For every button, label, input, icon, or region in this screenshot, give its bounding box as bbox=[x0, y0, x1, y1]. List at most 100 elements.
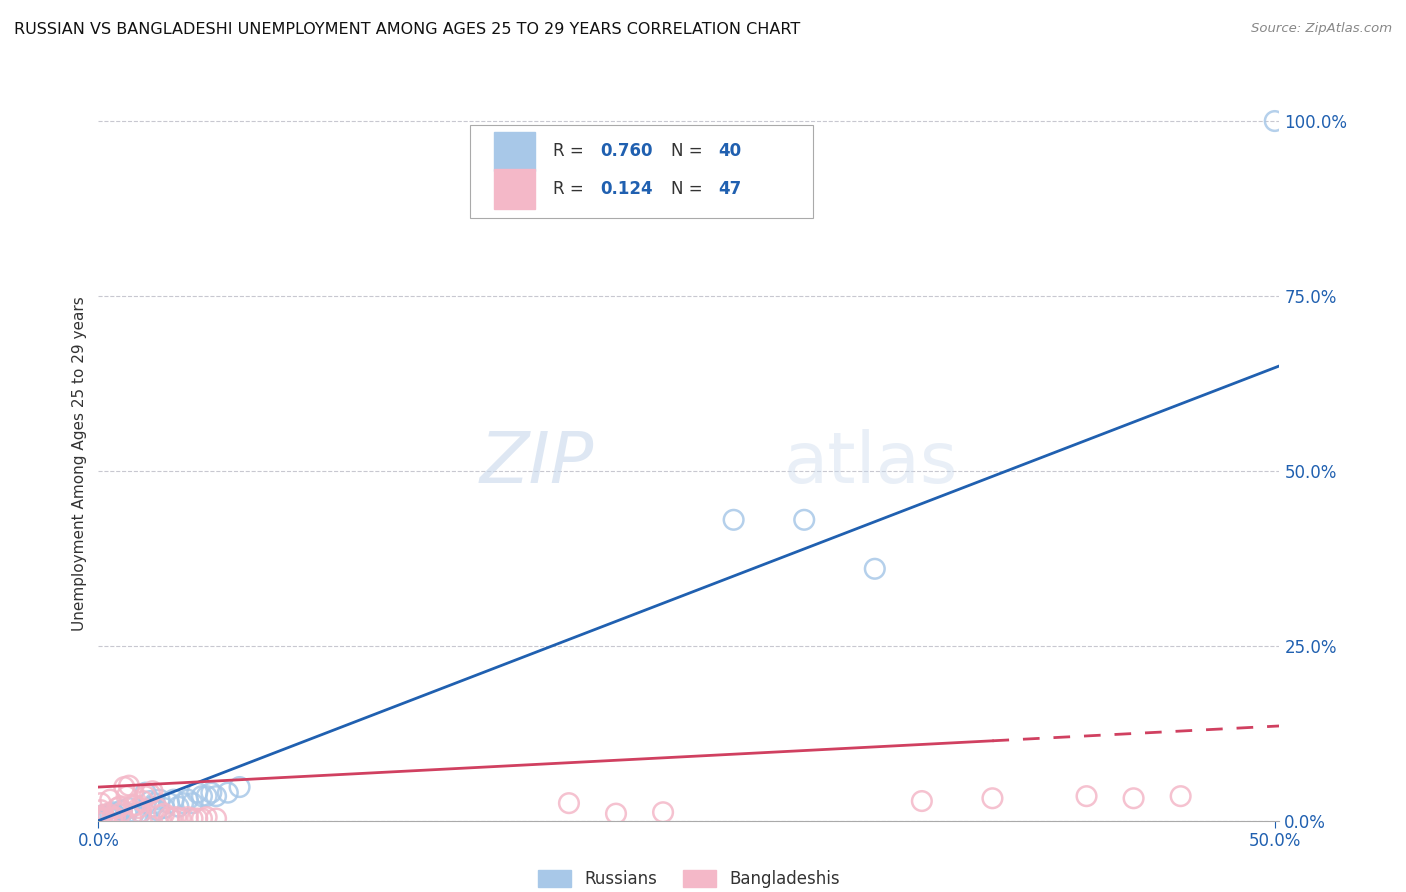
Point bbox=[97, 806, 120, 821]
Point bbox=[118, 779, 141, 793]
Point bbox=[122, 806, 145, 821]
Point bbox=[122, 798, 145, 813]
Point bbox=[195, 789, 218, 804]
Point bbox=[981, 791, 1004, 805]
Point bbox=[101, 805, 124, 820]
Point bbox=[191, 812, 214, 826]
Point bbox=[200, 786, 222, 800]
Point bbox=[104, 810, 127, 824]
Point bbox=[108, 799, 131, 814]
Point bbox=[146, 803, 169, 817]
Point bbox=[186, 786, 208, 800]
Point bbox=[134, 789, 156, 804]
Point bbox=[94, 812, 117, 826]
Point bbox=[146, 801, 169, 815]
Point bbox=[125, 798, 148, 813]
Point bbox=[111, 805, 134, 820]
Text: Source: ZipAtlas.com: Source: ZipAtlas.com bbox=[1251, 22, 1392, 36]
Point bbox=[157, 810, 180, 824]
Point bbox=[1170, 789, 1192, 804]
Point bbox=[104, 808, 127, 822]
Point bbox=[863, 562, 886, 576]
Point bbox=[141, 799, 163, 814]
Point bbox=[1122, 791, 1144, 805]
Point bbox=[111, 803, 134, 817]
Point bbox=[98, 792, 121, 806]
Point bbox=[177, 810, 200, 824]
Text: ZIP: ZIP bbox=[479, 429, 595, 499]
FancyBboxPatch shape bbox=[471, 125, 813, 218]
Point bbox=[217, 786, 239, 800]
Legend: Russians, Bangladeshis: Russians, Bangladeshis bbox=[531, 863, 846, 892]
Point bbox=[205, 812, 228, 826]
Point bbox=[191, 789, 214, 804]
Point bbox=[127, 801, 149, 815]
Point bbox=[90, 796, 112, 810]
Text: N =: N = bbox=[671, 180, 709, 198]
Text: 47: 47 bbox=[718, 180, 742, 198]
Point bbox=[793, 513, 815, 527]
Point bbox=[723, 513, 745, 527]
Point bbox=[91, 808, 114, 822]
Point bbox=[157, 796, 180, 810]
Point bbox=[558, 796, 581, 810]
Point bbox=[132, 794, 155, 808]
Text: R =: R = bbox=[553, 143, 589, 161]
Point bbox=[125, 810, 148, 824]
Point bbox=[149, 808, 172, 822]
Point bbox=[139, 794, 162, 808]
Point bbox=[186, 812, 208, 826]
Point bbox=[911, 794, 934, 808]
Point bbox=[91, 808, 114, 822]
Point bbox=[195, 810, 218, 824]
Text: atlas: atlas bbox=[783, 429, 957, 499]
Text: N =: N = bbox=[671, 143, 709, 161]
Point bbox=[115, 806, 138, 821]
Text: RUSSIAN VS BANGLADESHI UNEMPLOYMENT AMONG AGES 25 TO 29 YEARS CORRELATION CHART: RUSSIAN VS BANGLADESHI UNEMPLOYMENT AMON… bbox=[14, 22, 800, 37]
Point bbox=[129, 805, 152, 820]
Point bbox=[87, 812, 110, 826]
Point bbox=[143, 796, 166, 810]
Point bbox=[87, 810, 110, 824]
Point bbox=[90, 810, 112, 824]
Text: 0.760: 0.760 bbox=[600, 143, 652, 161]
Point bbox=[153, 806, 176, 821]
Point bbox=[181, 796, 204, 810]
Point bbox=[98, 806, 121, 821]
Point bbox=[90, 810, 112, 824]
Y-axis label: Unemployment Among Ages 25 to 29 years: Unemployment Among Ages 25 to 29 years bbox=[72, 296, 87, 632]
Point bbox=[160, 812, 183, 826]
Point bbox=[172, 796, 194, 810]
Point bbox=[205, 789, 228, 804]
Point bbox=[105, 809, 128, 823]
Point bbox=[105, 801, 128, 815]
Point bbox=[1076, 789, 1098, 804]
Point bbox=[181, 812, 204, 826]
Point bbox=[129, 805, 152, 820]
Point bbox=[87, 814, 110, 828]
Point bbox=[97, 809, 120, 823]
Point bbox=[1264, 114, 1286, 128]
Point bbox=[90, 803, 112, 817]
Text: 40: 40 bbox=[718, 143, 741, 161]
Point bbox=[605, 806, 627, 821]
Point bbox=[228, 780, 250, 794]
Point bbox=[163, 792, 186, 806]
Point bbox=[177, 792, 200, 806]
Text: R =: R = bbox=[553, 180, 589, 198]
Point bbox=[115, 789, 138, 804]
Point bbox=[149, 792, 172, 806]
Point bbox=[118, 801, 141, 815]
FancyBboxPatch shape bbox=[494, 169, 536, 209]
Point bbox=[134, 786, 156, 800]
Point bbox=[101, 810, 124, 824]
Point bbox=[112, 780, 135, 794]
Point bbox=[120, 810, 142, 824]
Point bbox=[94, 812, 117, 826]
Point bbox=[652, 805, 675, 820]
Point bbox=[153, 801, 176, 815]
FancyBboxPatch shape bbox=[494, 132, 536, 171]
Point bbox=[141, 784, 163, 798]
Point bbox=[127, 808, 149, 822]
Point bbox=[165, 810, 187, 824]
